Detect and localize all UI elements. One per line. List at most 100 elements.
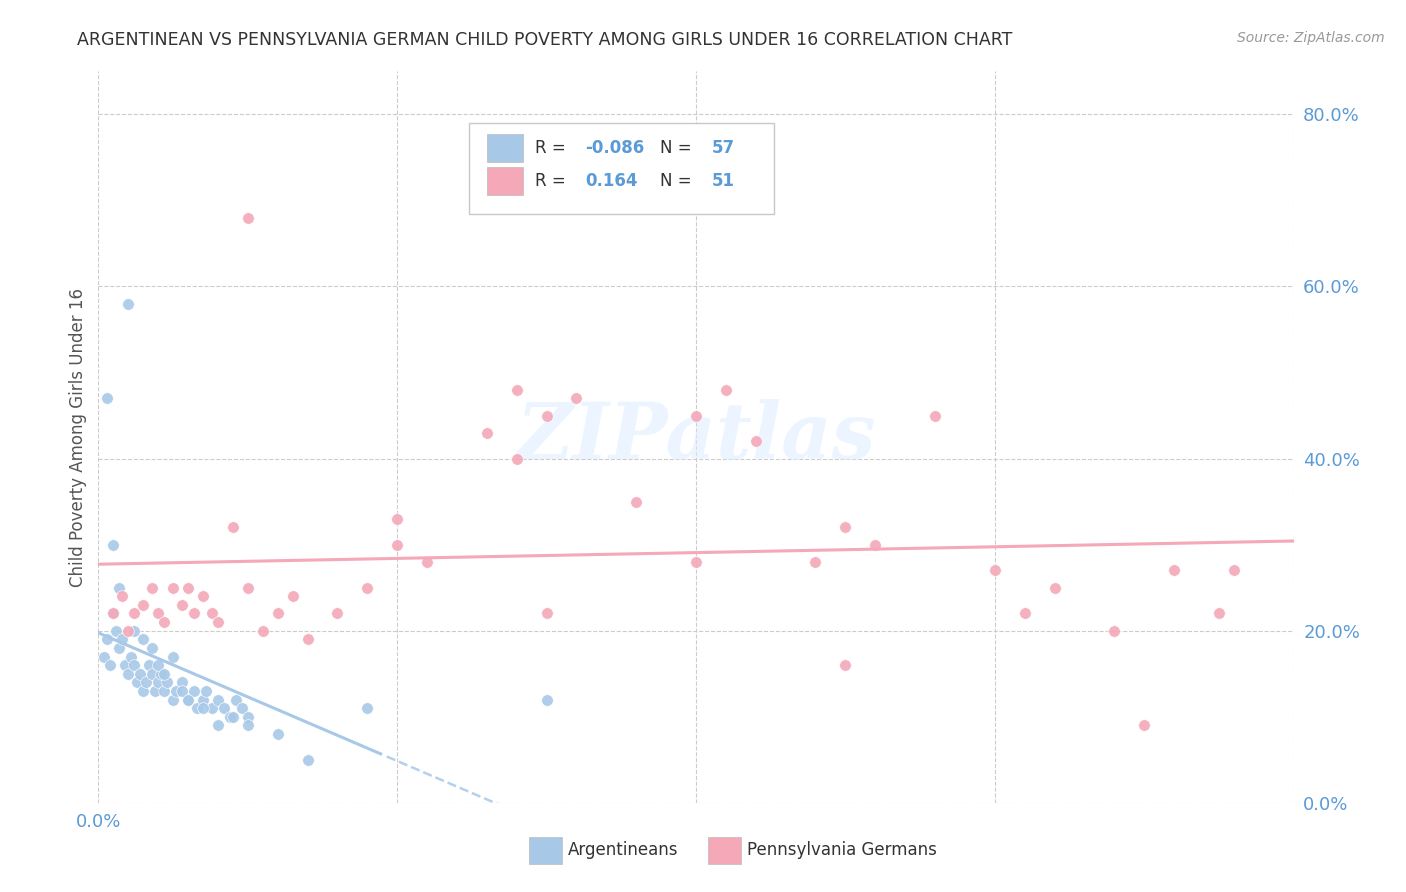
Point	[475, 425, 498, 440]
Point	[103, 607, 125, 621]
Point	[231, 701, 253, 715]
Point	[714, 383, 737, 397]
Point	[108, 640, 131, 655]
Point	[536, 607, 558, 621]
Point	[141, 640, 163, 655]
Text: 51: 51	[711, 172, 734, 190]
Point	[132, 598, 155, 612]
Point	[385, 512, 409, 526]
Point	[165, 684, 187, 698]
Point	[177, 692, 200, 706]
Point	[172, 684, 194, 698]
Point	[153, 666, 176, 681]
Point	[96, 392, 118, 406]
Point	[207, 692, 229, 706]
Point	[186, 701, 208, 715]
Text: R =: R =	[534, 172, 571, 190]
Point	[172, 598, 194, 612]
Bar	[529, 838, 562, 863]
Point	[626, 494, 648, 508]
Point	[132, 632, 155, 647]
Point	[143, 684, 166, 698]
Point	[153, 615, 176, 629]
Text: Source: ZipAtlas.com: Source: ZipAtlas.com	[1237, 31, 1385, 45]
Point	[124, 624, 146, 638]
Point	[1014, 607, 1036, 621]
Point	[984, 564, 1007, 578]
Point	[148, 607, 170, 621]
Point	[252, 624, 274, 638]
Point	[191, 589, 214, 603]
Text: N =: N =	[661, 139, 697, 157]
Point	[506, 451, 529, 466]
Point	[177, 692, 200, 706]
Point	[141, 581, 163, 595]
Point	[162, 649, 184, 664]
Point	[1163, 564, 1185, 578]
Point	[326, 607, 349, 621]
Point	[865, 538, 887, 552]
Point	[114, 658, 136, 673]
Point	[834, 520, 856, 534]
Point	[124, 658, 146, 673]
Point	[103, 538, 125, 552]
Point	[138, 658, 160, 673]
Point	[105, 624, 128, 638]
Point	[150, 666, 173, 681]
Point	[156, 675, 179, 690]
Point	[385, 538, 409, 552]
Bar	[709, 838, 741, 863]
Text: ARGENTINEAN VS PENNSYLVANIA GERMAN CHILD POVERTY AMONG GIRLS UNDER 16 CORRELATIO: ARGENTINEAN VS PENNSYLVANIA GERMAN CHILD…	[77, 31, 1012, 49]
Point	[1104, 624, 1126, 638]
Point	[148, 675, 170, 690]
Text: 0.164: 0.164	[585, 172, 637, 190]
Point	[120, 649, 142, 664]
Point	[267, 607, 290, 621]
Point	[685, 409, 707, 423]
Point	[177, 581, 200, 595]
Point	[565, 392, 588, 406]
Point	[219, 710, 242, 724]
Point	[162, 581, 184, 595]
Text: Argentineans: Argentineans	[568, 841, 679, 859]
Text: R =: R =	[534, 139, 571, 157]
Point	[222, 520, 245, 534]
Point	[536, 692, 558, 706]
Point	[1133, 718, 1156, 732]
Point	[804, 555, 827, 569]
Point	[111, 589, 134, 603]
Point	[236, 211, 259, 225]
Point	[297, 632, 319, 647]
Point	[225, 692, 247, 706]
Point	[1043, 581, 1066, 595]
Y-axis label: Child Poverty Among Girls Under 16: Child Poverty Among Girls Under 16	[69, 287, 87, 587]
Point	[745, 434, 768, 449]
Point	[93, 649, 115, 664]
Point	[1223, 564, 1246, 578]
Point	[212, 701, 235, 715]
Text: ZIPatlas: ZIPatlas	[516, 399, 876, 475]
Point	[108, 581, 131, 595]
Text: N =: N =	[661, 172, 697, 190]
Point	[135, 675, 157, 690]
Point	[416, 555, 439, 569]
Point	[183, 684, 205, 698]
Point	[96, 632, 118, 647]
Point	[236, 710, 259, 724]
FancyBboxPatch shape	[470, 122, 773, 214]
Bar	[486, 135, 523, 162]
Point	[207, 718, 229, 732]
Point	[117, 624, 139, 638]
Point	[172, 675, 194, 690]
Point	[201, 701, 224, 715]
Point	[111, 632, 134, 647]
Point	[117, 296, 139, 310]
Point	[191, 692, 214, 706]
Point	[153, 684, 176, 698]
Bar	[486, 167, 523, 195]
Point	[124, 607, 146, 621]
Point	[207, 615, 229, 629]
Point	[281, 589, 304, 603]
Point	[236, 718, 259, 732]
Point	[297, 753, 319, 767]
